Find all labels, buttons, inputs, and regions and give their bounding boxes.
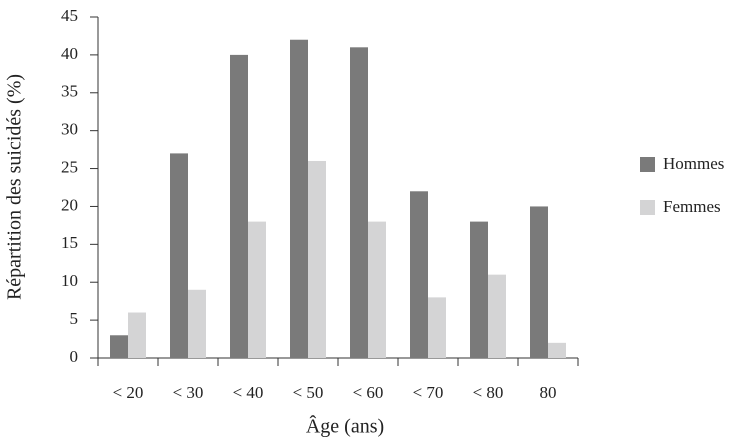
y-axis-label: Répartition des suicidés (%) xyxy=(4,74,26,300)
y-tick-label: 20 xyxy=(61,195,78,214)
bar xyxy=(350,47,368,359)
bar xyxy=(110,335,128,358)
x-tick-label: < 70 xyxy=(413,383,444,402)
x-tick-label: < 20 xyxy=(113,383,144,402)
x-tick-label: < 60 xyxy=(353,383,384,402)
bar xyxy=(248,221,266,358)
x-tick-label: < 40 xyxy=(233,383,264,402)
legend-swatch xyxy=(640,200,655,215)
bar xyxy=(290,39,308,358)
legend-label: Femmes xyxy=(663,197,721,216)
bar xyxy=(530,206,548,358)
bar xyxy=(308,160,326,358)
bar xyxy=(488,274,506,358)
bar xyxy=(128,312,146,358)
y-tick-label: 45 xyxy=(61,6,78,25)
y-tick-label: 10 xyxy=(61,271,78,290)
x-tick-label: < 80 xyxy=(473,383,504,402)
legend-swatch xyxy=(640,157,655,172)
y-tick-label: 25 xyxy=(61,157,78,176)
bar xyxy=(170,153,188,358)
y-tick-label: 15 xyxy=(61,233,78,252)
bar xyxy=(368,221,386,358)
bar xyxy=(188,289,206,358)
bar xyxy=(230,54,248,359)
x-tick-label: 80 xyxy=(540,383,557,402)
bar xyxy=(410,191,428,358)
x-tick-label: < 50 xyxy=(293,383,324,402)
y-tick-label: 0 xyxy=(70,347,79,366)
y-tick-label: 35 xyxy=(61,82,78,101)
y-tick-label: 40 xyxy=(61,44,78,63)
legend-label: Hommes xyxy=(663,154,724,173)
y-tick-label: 30 xyxy=(61,120,78,139)
bar xyxy=(428,297,446,358)
bar xyxy=(548,342,566,358)
bar xyxy=(470,221,488,358)
y-tick-label: 5 xyxy=(70,309,79,328)
x-tick-label: < 30 xyxy=(173,383,204,402)
x-axis-label: Âge (ans) xyxy=(306,415,384,438)
